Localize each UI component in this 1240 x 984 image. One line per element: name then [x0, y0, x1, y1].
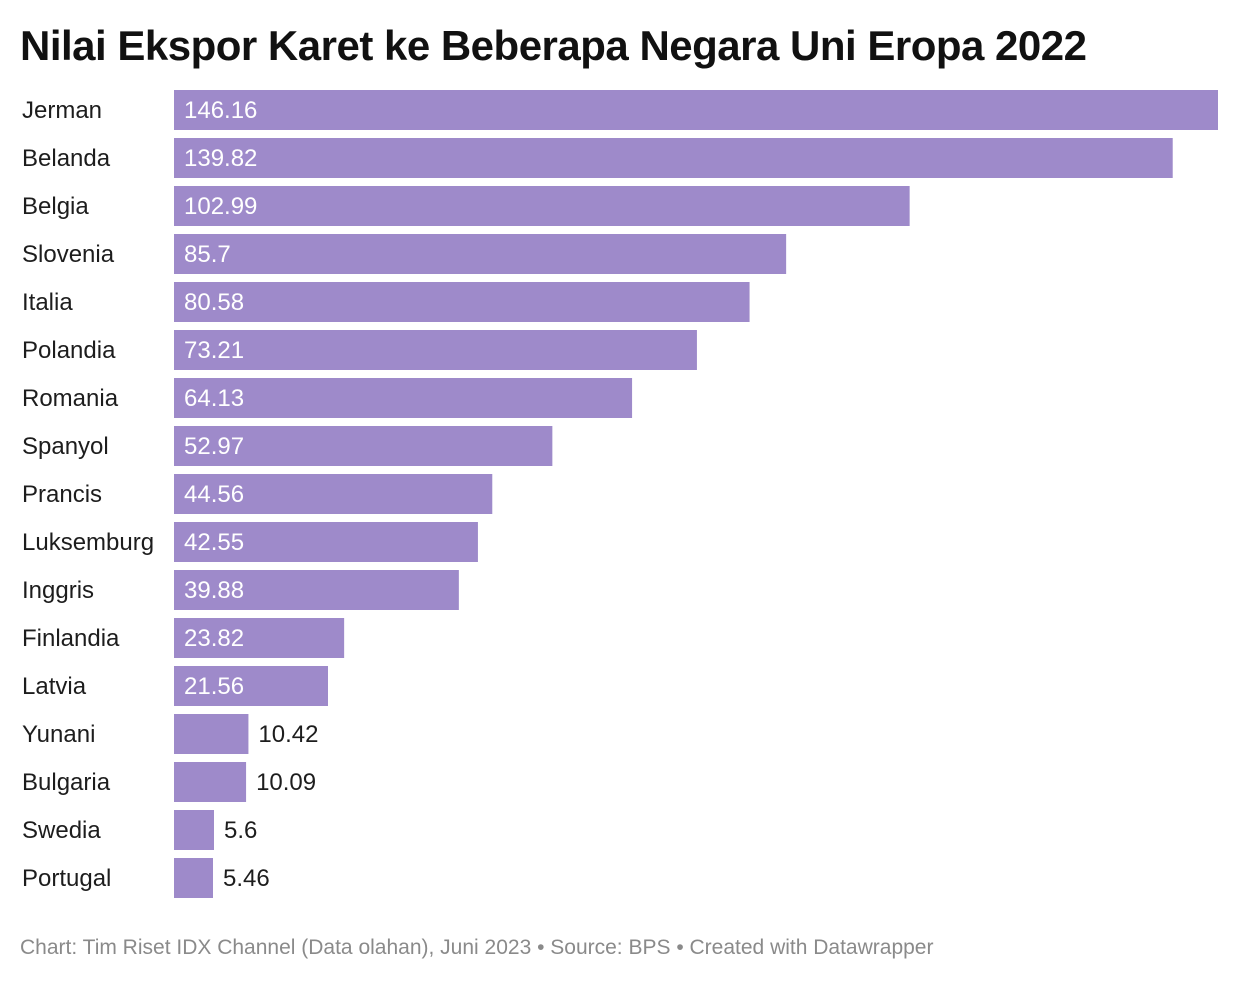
bar: [174, 714, 249, 754]
category-label: Jerman: [22, 97, 102, 124]
bar: [174, 138, 1173, 178]
category-label: Belgia: [22, 193, 89, 220]
value-label: 5.46: [223, 865, 270, 892]
category-label: Romania: [22, 385, 119, 412]
value-label: 64.13: [184, 385, 244, 412]
category-label: Italia: [22, 289, 73, 316]
bar: [174, 666, 328, 706]
category-label: Bulgaria: [22, 769, 111, 796]
value-label: 85.7: [184, 241, 231, 268]
value-label: 73.21: [184, 337, 244, 364]
chart-footer: Chart: Tim Riset IDX Channel (Data olaha…: [20, 936, 934, 959]
bar: [174, 570, 459, 610]
category-label: Finlandia: [22, 625, 120, 652]
bar: [174, 522, 478, 562]
value-label: 102.99: [184, 193, 257, 220]
bar: [174, 186, 910, 226]
value-label: 39.88: [184, 577, 244, 604]
category-label: Luksemburg: [22, 529, 154, 556]
bar: [174, 474, 493, 514]
value-label: 23.82: [184, 625, 244, 652]
bar: [174, 234, 787, 274]
category-label: Prancis: [22, 481, 102, 508]
bar: [174, 762, 247, 802]
value-label: 10.09: [256, 769, 316, 796]
bar: [174, 90, 1218, 130]
bar: [174, 330, 697, 370]
bar-chart: Jerman 146.16 Belanda 139.82 Belgia 102.99 Slo…: [22, 90, 1218, 898]
value-label: 5.6: [224, 817, 257, 844]
value-label: 10.42: [258, 721, 318, 748]
category-label: Yunani: [22, 721, 95, 748]
value-label: 21.56: [184, 673, 244, 700]
category-label: Slovenia: [22, 241, 115, 268]
bar: [174, 858, 213, 898]
value-label: 80.58: [184, 289, 244, 316]
chart-title: Nilai Ekspor Karet ke Beberapa Negara Un…: [20, 22, 1087, 69]
category-label: Polandia: [22, 337, 116, 364]
value-label: 44.56: [184, 481, 244, 508]
value-label: 146.16: [184, 97, 257, 124]
category-label: Portugal: [22, 865, 111, 892]
bar: [174, 618, 345, 658]
bar: [174, 378, 633, 418]
bar: [174, 426, 553, 466]
value-label: 139.82: [184, 145, 257, 172]
value-label: 52.97: [184, 433, 244, 460]
bar: [174, 282, 750, 322]
category-label: Spanyol: [22, 433, 109, 460]
category-label: Latvia: [22, 673, 87, 700]
category-label: Inggris: [22, 577, 94, 604]
bar: [174, 810, 214, 850]
category-label: Belanda: [22, 145, 111, 172]
category-label: Swedia: [22, 817, 101, 844]
value-label: 42.55: [184, 529, 244, 556]
